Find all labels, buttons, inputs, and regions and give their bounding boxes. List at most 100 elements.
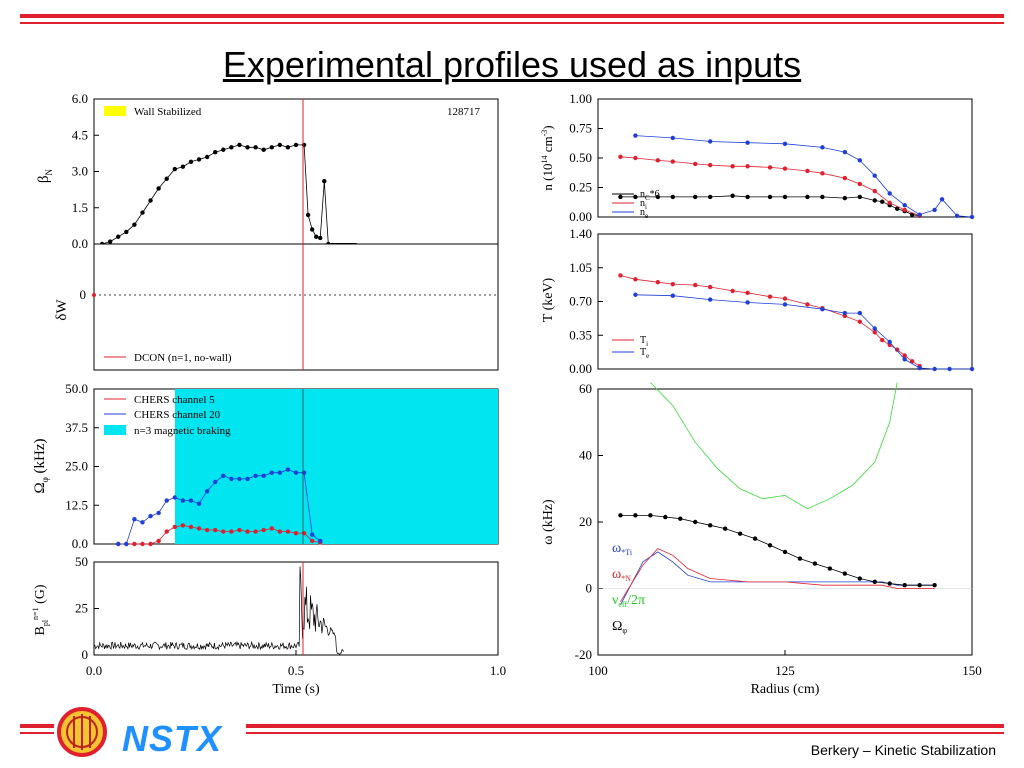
slide-title: Experimental profiles used as inputs [222, 44, 802, 85]
density-marks [618, 133, 975, 220]
xtick-label: 0.5 [288, 663, 304, 678]
legend-ni-label: ni [640, 198, 647, 211]
ytick-label: 20 [579, 514, 592, 529]
omega-radius-ylabel: ω (kHz) [541, 499, 556, 545]
betaN-marks [99, 142, 357, 247]
betaN-line [101, 144, 329, 245]
ne-point [633, 133, 638, 138]
legend-wall-label: Wall Stabilized [134, 106, 202, 118]
temperature-ylabel: T (keV) [541, 277, 556, 322]
te-line [635, 294, 972, 370]
ytick-label: 0.00 [569, 361, 592, 376]
legend-swatch-braking [104, 425, 126, 435]
panel-omega-time: CHERS channel 5 CHERS channel 20 n=3 mag… [32, 381, 499, 551]
betaN-ylabel: βN [36, 168, 54, 183]
footer-red-bar-left-1 [20, 724, 54, 728]
ytick-label: 25.0 [65, 459, 88, 474]
legend-nc-label: nC*6 [640, 189, 660, 202]
footer-red-bar-1 [246, 724, 1004, 728]
legend-ch5-label: CHERS channel 5 [134, 394, 215, 406]
ytick-label: 1.40 [569, 226, 592, 241]
xtick-label: 100 [588, 663, 608, 678]
legend-braking-label: n=3 magnetic braking [134, 425, 231, 437]
ni-line [620, 156, 920, 217]
ytick-label: 0.0 [72, 236, 88, 251]
bp-ylabel: Bpln=1 (G) [31, 584, 50, 635]
omega-time-ylabel: Ωφ (kHz) [32, 438, 50, 493]
panel-temperature: 1.40 1.05 0.70 0.35 0.00 T (keV) Ti Te [541, 226, 975, 376]
ytick-label: 4.5 [72, 127, 88, 142]
ytick-label: 0.00 [569, 209, 592, 224]
ytick-label: 40 [579, 448, 592, 463]
figure-panel: Wall Stabilized 128717 6.0 4.5 3.0 1.5 0.0 β… [31, 91, 982, 697]
ytick-label: 50.0 [65, 381, 88, 396]
omega-radius-marks [598, 382, 972, 606]
footer-red-bar-2 [246, 732, 1004, 734]
te-point [633, 292, 638, 297]
density-ylabel: n (1014 cm-3) [540, 125, 555, 190]
top-red-bar-2 [20, 22, 1004, 24]
footer-text: Berkery – Kinetic Stabilization [810, 742, 996, 758]
ch5-line [118, 524, 321, 545]
nc-line [620, 195, 920, 217]
bp-trace [93, 566, 344, 656]
betaN-yticks: 6.0 4.5 3.0 1.5 0.0 [72, 91, 99, 251]
omega-n-line [620, 548, 935, 603]
panel-bp: 50 25 0 Bpln=1 (G) 0.0 0.5 1.0 Time (s) [31, 554, 506, 697]
omega-radius-xticks: 100 125 150 [588, 650, 982, 678]
panel-density: 1.000.750.500.250.00 n (1014 cm-3) nC*6 … [540, 91, 975, 224]
temperature-yticks: 1.40 1.05 0.70 0.35 0.00 [569, 226, 603, 376]
legend-nu-eff: νeff/2π [612, 593, 645, 609]
ytick-label: -20 [575, 647, 592, 662]
ytick-label: 50 [75, 554, 88, 569]
panel-betaN: Wall Stabilized 128717 6.0 4.5 3.0 1.5 0.0 β… [36, 91, 499, 251]
legend-ti-label: Ti [640, 335, 648, 348]
ch20-line [118, 469, 321, 545]
bp-xlabel: Time (s) [272, 682, 320, 697]
braking-band [175, 389, 498, 544]
xtick-label: 150 [962, 663, 982, 678]
ytick-label: 0.35 [569, 327, 592, 342]
ytick-label: 1.5 [72, 200, 88, 215]
ytick-label: 0.70 [569, 294, 592, 309]
ne-line [635, 135, 973, 218]
brand-label: NSTX [122, 718, 223, 759]
ytick-label: 1.00 [569, 91, 592, 106]
nu-eff-line [650, 382, 898, 510]
deltaW-point [92, 293, 96, 297]
bp-xticks: 0.0 0.5 1.0 [86, 650, 506, 678]
omega-phi-line [620, 515, 935, 586]
ytick-label: 0 [586, 581, 593, 596]
ytick-label: 3.0 [72, 164, 88, 179]
ytick-label: 0.50 [569, 150, 592, 165]
xtick-label: 125 [775, 663, 795, 678]
legend-dcon-label: DCON (n=1, no-wall) [134, 352, 232, 364]
legend-swatch-wall [104, 106, 126, 116]
temperature-marks [618, 273, 975, 372]
ytick-label: 6.0 [72, 91, 88, 106]
footer-red-bar-left-2 [20, 732, 54, 734]
legend-ch20-label: CHERS channel 20 [134, 409, 221, 421]
xtick-label: 0.0 [86, 663, 102, 678]
panel-deltaW: 0 δW DCON (n=1, no-wall) [54, 243, 499, 371]
bp-yticks: 50 25 0 [75, 554, 99, 662]
omega-radius-yticks: 60 40 20 0 -20 [575, 381, 603, 662]
ytick-label: 12.5 [65, 497, 88, 512]
omega-time-yticks: 50.0 37.5 25.0 12.5 0.0 [65, 381, 99, 551]
shot-number: 128717 [447, 106, 481, 118]
ytick-label: 0.0 [72, 536, 88, 551]
omega-radius-xlabel: Radius (cm) [751, 682, 820, 697]
deltaW-ytick: 0 [80, 287, 87, 302]
betaN-point [322, 178, 327, 184]
density-yticks: 1.00 0.75 0.50 0.25 0.00 [569, 91, 603, 224]
deltaW-ylabel: δW [54, 299, 70, 321]
xtick-label: 1.0 [490, 663, 506, 678]
ytick-label: 0.25 [569, 180, 592, 195]
legend-ne-label: ne [640, 207, 648, 220]
top-red-bar-1 [20, 14, 1004, 18]
legend-te-label: Te [640, 347, 649, 360]
ytick-label: 25 [75, 601, 88, 616]
ytick-label: 0 [82, 647, 89, 662]
ytick-label: 37.5 [65, 420, 88, 435]
